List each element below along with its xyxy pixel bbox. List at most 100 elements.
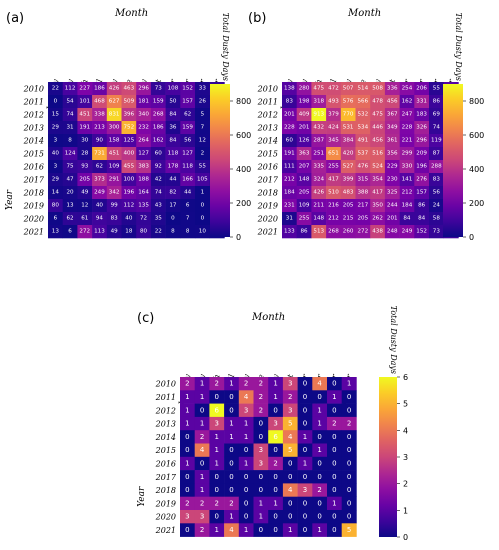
cell-value: 229 [387, 164, 398, 170]
cell-value: 299 [402, 151, 413, 157]
heatmap-cell [340, 82, 356, 96]
heatmap-cell [48, 82, 63, 96]
cell-value: 326 [416, 125, 427, 131]
heatmap-cell [327, 523, 342, 537]
year-tick-label: 2019 [155, 499, 176, 508]
cell-value: 244 [387, 203, 398, 209]
heatmap-cell [253, 523, 269, 537]
cell-value: 159 [153, 99, 164, 105]
cell-value: 475 [372, 112, 383, 118]
cell-value: 148 [313, 216, 324, 222]
heatmap-cell [355, 225, 371, 239]
cell-value: 0 [347, 446, 351, 454]
cell-value: 29 [52, 125, 60, 131]
heatmap-cell [150, 199, 166, 213]
cell-value: 350 [372, 203, 383, 209]
cell-value: 1 [244, 459, 248, 467]
cell-value: 74 [155, 190, 163, 196]
cell-value: 315 [358, 177, 369, 183]
cell-value: 268 [153, 112, 164, 118]
cell-value: 228 [284, 125, 295, 131]
cell-value: 1 [273, 499, 277, 507]
cell-value: 1 [303, 433, 307, 441]
heatmap-cell [165, 108, 181, 122]
heatmap-cell [209, 456, 225, 471]
heatmap-cell [384, 134, 400, 148]
heatmap-cell [370, 134, 386, 148]
cell-value: 513 [313, 229, 324, 235]
cell-value: 1 [185, 393, 189, 401]
heatmap-cell [195, 134, 210, 148]
cell-value: 209 [416, 151, 427, 157]
heatmap-cell [106, 225, 122, 239]
heatmap-cell [253, 483, 269, 497]
cell-value: 2 [259, 380, 263, 388]
cell-value: 0 [332, 513, 336, 521]
cell-value: 731 [94, 151, 105, 157]
heatmap-cell [62, 186, 78, 200]
heatmap-cell [62, 121, 78, 135]
cell-value: 576 [343, 99, 354, 105]
heatmap-cell [106, 186, 122, 200]
cell-value: 1 [259, 499, 263, 507]
heatmap-cell [224, 496, 240, 511]
cell-value: 12 [81, 203, 88, 209]
heatmap-cell [106, 173, 122, 187]
heatmap-cell [238, 377, 254, 391]
cell-value: 5 [288, 420, 292, 428]
heatmap-cell [209, 496, 225, 511]
cell-value: 10 [199, 229, 207, 235]
colorbar-tick-label: 3 [403, 453, 408, 462]
cell-value: 0 [303, 473, 307, 481]
heatmap-cell [121, 199, 137, 213]
cell-value: 3 [244, 406, 248, 414]
cell-value: 0 [229, 446, 233, 454]
cell-value: 3 [200, 513, 204, 521]
heatmap-cell [341, 496, 357, 511]
heatmap-cell [312, 390, 328, 404]
heatmap-cell [282, 95, 297, 109]
cell-value: 0 [303, 499, 307, 507]
heatmap-cell [209, 483, 225, 497]
heatmap-cell [165, 225, 181, 239]
heatmap-cell [238, 523, 254, 537]
heatmap-cell [195, 186, 210, 200]
colorbar-tick-label: 5 [403, 400, 408, 409]
cell-value: 0 [332, 459, 336, 467]
heatmap-cell [121, 173, 137, 187]
heatmap-cell [195, 199, 210, 213]
cell-value: 178 [168, 164, 179, 170]
heatmap-cell [121, 212, 137, 226]
heatmap-cell [180, 416, 195, 431]
heatmap-panel-2: (b)MonthJanuaryFebruaryMarchAprilMayJune… [248, 8, 484, 242]
heatmap-cell [326, 95, 342, 109]
cell-value: 384 [343, 138, 354, 144]
heatmap-cell [355, 82, 371, 96]
heatmap-cell [296, 95, 312, 109]
heatmap-cell [297, 430, 313, 444]
heatmap-cell [399, 108, 415, 122]
heatmap-cell [224, 416, 240, 431]
heatmap-cell [340, 134, 356, 148]
cell-value: 0 [171, 216, 175, 222]
cell-value: 24 [433, 203, 441, 209]
cell-value: 158 [109, 138, 120, 144]
cell-value: 251 [313, 151, 324, 157]
heatmap-cell [399, 147, 415, 161]
heatmap-cell [92, 160, 108, 174]
heatmap-cell [224, 483, 240, 497]
heatmap-cell [238, 443, 254, 458]
cell-value: 181 [138, 99, 149, 105]
heatmap-cell [384, 160, 400, 174]
heatmap-cell [327, 483, 342, 497]
cell-value: 0 [347, 486, 351, 494]
cell-value: 55 [433, 86, 441, 92]
cell-value: 1 [229, 433, 233, 441]
heatmap-cell [414, 173, 430, 187]
heatmap-cell [341, 523, 357, 537]
cell-value: 93 [81, 164, 89, 170]
heatmap-cell [296, 160, 312, 174]
cell-value: 475 [313, 86, 324, 92]
cell-value: 196 [124, 190, 135, 196]
